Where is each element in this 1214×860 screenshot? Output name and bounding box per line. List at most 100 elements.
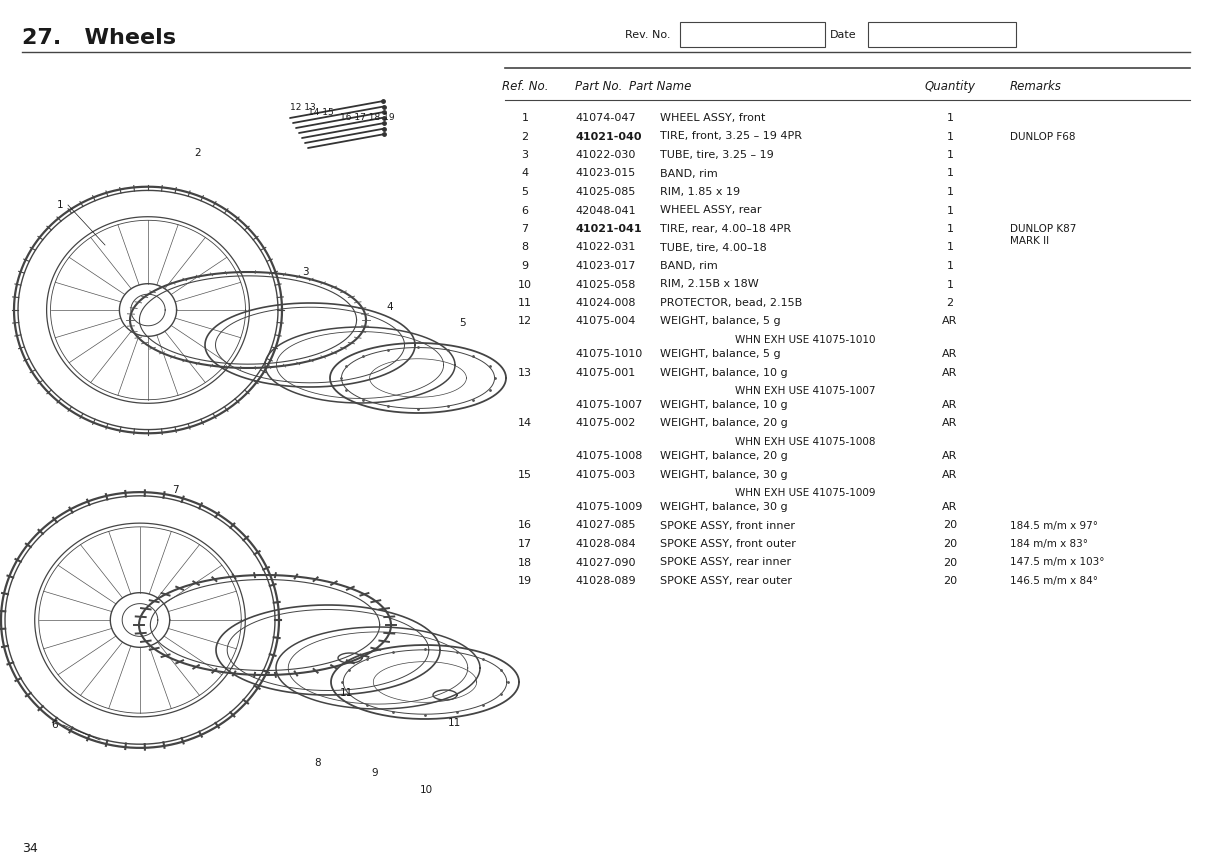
Text: RIM, 1.85 x 19: RIM, 1.85 x 19 xyxy=(660,187,741,197)
Text: 1: 1 xyxy=(57,200,63,210)
Bar xyxy=(868,22,1016,47)
Text: Ref. No.: Ref. No. xyxy=(501,80,549,93)
Text: 41021-040: 41021-040 xyxy=(575,132,641,142)
Text: 1: 1 xyxy=(947,169,953,179)
Text: BAND, rim: BAND, rim xyxy=(660,169,717,179)
Text: WHN EXH USE 41075-1008: WHN EXH USE 41075-1008 xyxy=(734,437,875,447)
Text: RIM, 2.15B x 18W: RIM, 2.15B x 18W xyxy=(660,280,759,290)
Text: 8: 8 xyxy=(522,243,528,253)
Text: 1: 1 xyxy=(947,187,953,197)
Text: 41024-008: 41024-008 xyxy=(575,298,635,308)
Text: Part No.: Part No. xyxy=(575,80,623,93)
Text: 1: 1 xyxy=(947,132,953,142)
Bar xyxy=(680,22,826,47)
Text: 17: 17 xyxy=(518,539,532,549)
Text: SPOKE ASSY, front inner: SPOKE ASSY, front inner xyxy=(660,520,795,531)
Text: DUNLOP K87
MARK II: DUNLOP K87 MARK II xyxy=(1010,224,1077,246)
Text: 7: 7 xyxy=(171,485,178,495)
Text: 41025-085: 41025-085 xyxy=(575,187,635,197)
Text: 20: 20 xyxy=(943,520,957,531)
Text: 13: 13 xyxy=(518,367,532,378)
Text: 11: 11 xyxy=(448,718,461,728)
Text: 11: 11 xyxy=(340,688,353,698)
Text: 41021-041: 41021-041 xyxy=(575,224,642,234)
Text: WEIGHT, balance, 10 g: WEIGHT, balance, 10 g xyxy=(660,400,788,410)
Text: 41025-058: 41025-058 xyxy=(575,280,635,290)
Text: 20: 20 xyxy=(943,576,957,586)
Text: 184 m/m x 83°: 184 m/m x 83° xyxy=(1010,539,1088,549)
Text: 147.5 m/m x 103°: 147.5 m/m x 103° xyxy=(1010,557,1105,568)
Text: AR: AR xyxy=(942,349,958,359)
Text: WEIGHT, balance, 30 g: WEIGHT, balance, 30 g xyxy=(660,502,788,512)
Text: DUNLOP F68: DUNLOP F68 xyxy=(1010,132,1076,142)
Text: 146.5 m/m x 84°: 146.5 m/m x 84° xyxy=(1010,576,1097,586)
Text: 4: 4 xyxy=(387,302,393,312)
Text: 41027-085: 41027-085 xyxy=(575,520,635,531)
Text: Remarks: Remarks xyxy=(1010,80,1062,93)
Text: 2: 2 xyxy=(522,132,528,142)
Text: WEIGHT, balance, 5 g: WEIGHT, balance, 5 g xyxy=(660,349,781,359)
Text: Part Name: Part Name xyxy=(629,80,691,93)
Text: 5: 5 xyxy=(459,318,465,328)
Text: BAND, rim: BAND, rim xyxy=(660,261,717,271)
Text: 18: 18 xyxy=(518,557,532,568)
Text: 41075-002: 41075-002 xyxy=(575,419,635,428)
Text: 41022-031: 41022-031 xyxy=(575,243,635,253)
Text: 41075-1007: 41075-1007 xyxy=(575,400,642,410)
Text: 9: 9 xyxy=(371,768,379,778)
Text: WEIGHT, balance, 5 g: WEIGHT, balance, 5 g xyxy=(660,316,781,327)
Text: TUBE, tire, 4.00–18: TUBE, tire, 4.00–18 xyxy=(660,243,767,253)
Text: TUBE, tire, 3.25 – 19: TUBE, tire, 3.25 – 19 xyxy=(660,150,773,160)
Text: AR: AR xyxy=(942,470,958,480)
Text: 1: 1 xyxy=(947,113,953,123)
Text: 41075-001: 41075-001 xyxy=(575,367,635,378)
Text: 16 17 18 19: 16 17 18 19 xyxy=(340,113,395,122)
Text: SPOKE ASSY, front outer: SPOKE ASSY, front outer xyxy=(660,539,796,549)
Text: 20: 20 xyxy=(943,539,957,549)
Text: Rev. No.: Rev. No. xyxy=(625,29,670,40)
Text: TIRE, front, 3.25 – 19 4PR: TIRE, front, 3.25 – 19 4PR xyxy=(660,132,802,142)
Text: 2: 2 xyxy=(947,298,953,308)
Text: 9: 9 xyxy=(522,261,528,271)
Text: 41075-1010: 41075-1010 xyxy=(575,349,642,359)
Text: WEIGHT, balance, 10 g: WEIGHT, balance, 10 g xyxy=(660,367,788,378)
Text: WHN EXH USE 41075-1009: WHN EXH USE 41075-1009 xyxy=(734,488,875,498)
Text: 34: 34 xyxy=(22,842,38,855)
Text: Date: Date xyxy=(830,29,857,40)
Text: 16: 16 xyxy=(518,520,532,531)
Text: 1: 1 xyxy=(522,113,528,123)
Text: 12 13: 12 13 xyxy=(290,103,316,112)
Text: AR: AR xyxy=(942,367,958,378)
Text: 6: 6 xyxy=(52,720,58,730)
Text: WHEEL ASSY, rear: WHEEL ASSY, rear xyxy=(660,206,761,216)
Text: 41028-089: 41028-089 xyxy=(575,576,636,586)
Text: 11: 11 xyxy=(518,298,532,308)
Text: 10: 10 xyxy=(420,785,432,795)
Text: 5: 5 xyxy=(522,187,528,197)
Text: 184.5 m/m x 97°: 184.5 m/m x 97° xyxy=(1010,520,1097,531)
Text: Quantity: Quantity xyxy=(925,80,976,93)
Text: 15: 15 xyxy=(518,470,532,480)
Text: 12: 12 xyxy=(518,316,532,327)
Text: 3: 3 xyxy=(302,267,308,277)
Text: 41023-017: 41023-017 xyxy=(575,261,635,271)
Text: 1: 1 xyxy=(947,243,953,253)
Text: 2: 2 xyxy=(194,148,202,158)
Text: SPOKE ASSY, rear inner: SPOKE ASSY, rear inner xyxy=(660,557,792,568)
Text: WEIGHT, balance, 30 g: WEIGHT, balance, 30 g xyxy=(660,470,788,480)
Text: 6: 6 xyxy=(522,206,528,216)
Text: PROTECTOR, bead, 2.15B: PROTECTOR, bead, 2.15B xyxy=(660,298,802,308)
Text: AR: AR xyxy=(942,400,958,410)
Text: 41075-1008: 41075-1008 xyxy=(575,451,642,461)
Text: AR: AR xyxy=(942,316,958,327)
Text: 1: 1 xyxy=(947,261,953,271)
Text: 14: 14 xyxy=(518,419,532,428)
Text: AR: AR xyxy=(942,502,958,512)
Text: AR: AR xyxy=(942,451,958,461)
Text: 20: 20 xyxy=(943,557,957,568)
Text: WEIGHT, balance, 20 g: WEIGHT, balance, 20 g xyxy=(660,451,788,461)
Text: AR: AR xyxy=(942,419,958,428)
Text: SPOKE ASSY, rear outer: SPOKE ASSY, rear outer xyxy=(660,576,792,586)
Text: 41075-003: 41075-003 xyxy=(575,470,635,480)
Text: 8: 8 xyxy=(314,758,322,768)
